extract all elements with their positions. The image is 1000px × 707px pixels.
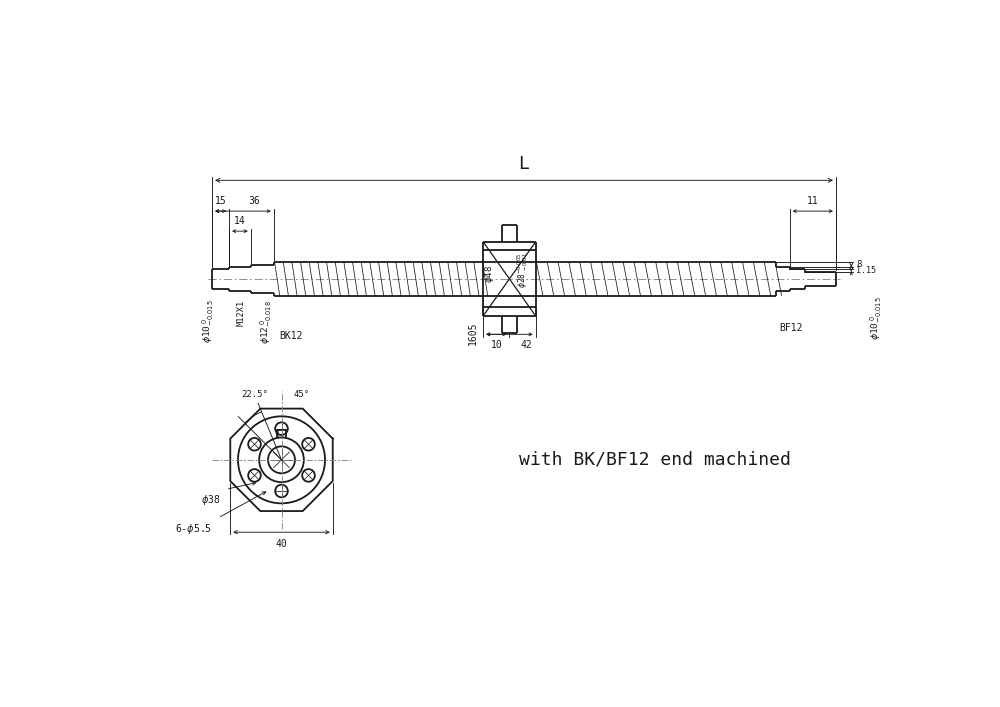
Text: 6-$\phi$5.5: 6-$\phi$5.5: [175, 522, 212, 536]
Text: $\phi$38: $\phi$38: [201, 493, 220, 507]
Text: $\phi$10$^{\ 0}_{-0.015}$: $\phi$10$^{\ 0}_{-0.015}$: [201, 299, 216, 343]
Text: 10: 10: [490, 341, 502, 351]
Text: 42: 42: [520, 341, 532, 351]
Text: 14: 14: [234, 216, 246, 226]
Text: M12X1: M12X1: [236, 299, 245, 325]
Text: 1.15: 1.15: [856, 266, 876, 275]
Text: 40: 40: [276, 539, 287, 549]
Text: $\phi$28$^{-0.005}_{\ -0.01}$: $\phi$28$^{-0.005}_{\ -0.01}$: [515, 252, 530, 288]
Text: 11: 11: [807, 196, 819, 206]
Text: 15: 15: [215, 196, 227, 206]
Text: $\phi$10$^{\ 0}_{-0.015}$: $\phi$10$^{\ 0}_{-0.015}$: [868, 296, 884, 340]
Text: L: L: [519, 156, 529, 173]
Text: 45°: 45°: [293, 390, 310, 399]
Text: 22.5°: 22.5°: [241, 390, 268, 399]
Text: $\phi$48: $\phi$48: [483, 265, 496, 284]
Text: $\phi$12$^{\ 0}_{-0.018}$: $\phi$12$^{\ 0}_{-0.018}$: [259, 300, 274, 344]
Text: with BK/BF12 end machined: with BK/BF12 end machined: [519, 451, 791, 469]
Text: 8: 8: [856, 260, 861, 269]
Text: 36: 36: [249, 196, 260, 206]
Text: BF12: BF12: [779, 323, 803, 333]
Text: 1605: 1605: [467, 321, 477, 344]
Text: BK12: BK12: [279, 331, 302, 341]
